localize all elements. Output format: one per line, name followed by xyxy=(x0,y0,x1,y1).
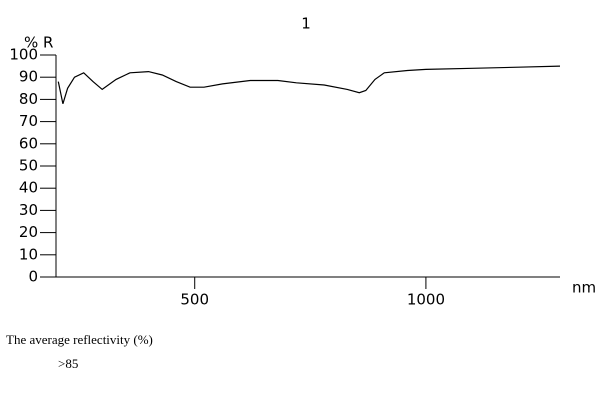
y-axis-label: % R xyxy=(24,34,53,52)
y-tick-label: 40 xyxy=(19,179,38,197)
y-tick-label: 70 xyxy=(19,112,38,130)
y-tick-label: 100 xyxy=(9,46,38,64)
spectrum-line xyxy=(57,65,561,104)
x-tick-label: 1000 xyxy=(407,291,445,309)
x-tick-label: 500 xyxy=(180,291,209,309)
caption-value: >85 xyxy=(58,356,78,371)
y-tick-label: 80 xyxy=(19,90,38,108)
y-tick-label: 60 xyxy=(19,134,38,152)
y-tick-label: 20 xyxy=(19,223,38,241)
x-axis-label: nm xyxy=(572,279,596,297)
caption: The average reflectivity (%) xyxy=(6,332,153,347)
y-tick-label: 30 xyxy=(19,201,38,219)
y-tick-label: 90 xyxy=(19,68,38,86)
y-tick-label: 10 xyxy=(19,245,38,263)
y-tick-label: 0 xyxy=(28,268,38,286)
chart-title: 1 xyxy=(301,15,311,33)
y-tick-label: 50 xyxy=(19,157,38,175)
